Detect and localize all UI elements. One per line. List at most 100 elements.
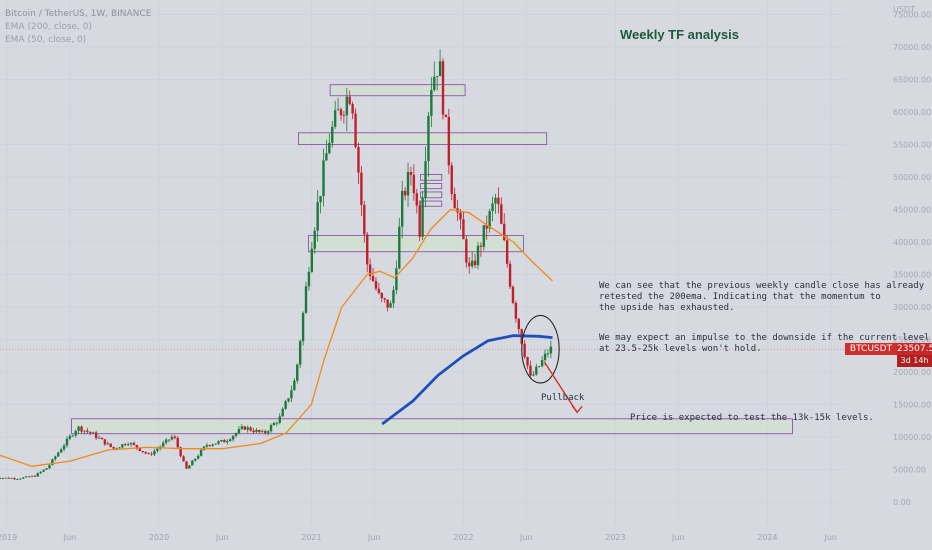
- candle-body[interactable]: [261, 431, 264, 432]
- candle-body[interactable]: [398, 226, 401, 269]
- candle-body[interactable]: [100, 437, 104, 440]
- candle-body[interactable]: [438, 61, 442, 77]
- candle-body[interactable]: [112, 446, 115, 449]
- candle-body[interactable]: [214, 443, 217, 445]
- candle-body[interactable]: [473, 260, 477, 266]
- candle-body[interactable]: [418, 205, 421, 237]
- candle-body[interactable]: [488, 211, 491, 229]
- candle-body[interactable]: [546, 353, 550, 355]
- candle-body[interactable]: [161, 442, 165, 447]
- candle-body[interactable]: [272, 422, 276, 426]
- candle-body[interactable]: [374, 281, 378, 289]
- candle-body[interactable]: [444, 114, 448, 117]
- candle-body[interactable]: [173, 436, 177, 438]
- candle-body[interactable]: [135, 444, 139, 449]
- candle-body[interactable]: [54, 456, 57, 460]
- candle-body[interactable]: [68, 435, 72, 439]
- candle-body[interactable]: [319, 196, 322, 203]
- candle-body[interactable]: [275, 422, 279, 424]
- candle-body[interactable]: [401, 190, 404, 227]
- candle-body[interactable]: [194, 458, 197, 461]
- candle-body[interactable]: [380, 292, 383, 299]
- candle-body[interactable]: [153, 450, 156, 455]
- candle-body[interactable]: [371, 276, 375, 282]
- candle-body[interactable]: [433, 76, 436, 90]
- candle-body[interactable]: [258, 429, 261, 432]
- support-resistance-zone[interactable]: [420, 183, 443, 190]
- candle-body[interactable]: [345, 96, 349, 116]
- candle-body[interactable]: [377, 288, 381, 293]
- candle-body[interactable]: [132, 443, 136, 445]
- candle-body[interactable]: [395, 268, 398, 291]
- candle-body[interactable]: [243, 426, 246, 430]
- candle-body[interactable]: [339, 109, 343, 116]
- candle-body[interactable]: [13, 478, 16, 480]
- candle-body[interactable]: [505, 240, 509, 264]
- candle-body[interactable]: [57, 452, 60, 457]
- candle-body[interactable]: [62, 445, 66, 450]
- candle-body[interactable]: [363, 204, 366, 235]
- candle-body[interactable]: [118, 447, 121, 449]
- candle-body[interactable]: [383, 298, 386, 300]
- candle-body[interactable]: [150, 453, 153, 455]
- candle-body[interactable]: [284, 401, 287, 409]
- candle-body[interactable]: [208, 445, 212, 446]
- candle-body[interactable]: [342, 115, 346, 117]
- candle-body[interactable]: [199, 449, 203, 456]
- candle-body[interactable]: [482, 225, 486, 247]
- candle-body[interactable]: [269, 425, 273, 432]
- candle-body[interactable]: [156, 448, 159, 451]
- candle-body[interactable]: [115, 448, 118, 450]
- candle-body[interactable]: [328, 142, 331, 154]
- candle-body[interactable]: [176, 437, 179, 448]
- candle-body[interactable]: [500, 204, 503, 224]
- candle-body[interactable]: [83, 430, 86, 432]
- candle-body[interactable]: [48, 464, 51, 469]
- candle-body[interactable]: [4, 477, 7, 479]
- candle-body[interactable]: [263, 431, 267, 433]
- candle-body[interactable]: [523, 343, 526, 358]
- support-resistance-zone[interactable]: [420, 191, 443, 199]
- candle-body[interactable]: [450, 165, 453, 194]
- candle-body[interactable]: [424, 161, 427, 198]
- ema-50-line[interactable]: [0, 208, 553, 467]
- candle-body[interactable]: [494, 197, 497, 204]
- candle-body[interactable]: [526, 357, 529, 366]
- candle-body[interactable]: [223, 439, 226, 443]
- candle-body[interactable]: [470, 260, 474, 267]
- candle-body[interactable]: [412, 174, 416, 194]
- candle-body[interactable]: [325, 153, 328, 161]
- support-resistance-zone[interactable]: [420, 173, 443, 181]
- candle-body[interactable]: [465, 239, 468, 263]
- candle-body[interactable]: [22, 477, 25, 479]
- candle-body[interactable]: [354, 113, 357, 147]
- candle-body[interactable]: [514, 302, 518, 319]
- candle-body[interactable]: [103, 439, 107, 445]
- candle-body[interactable]: [447, 116, 451, 166]
- candle-body[interactable]: [33, 475, 37, 477]
- candle-body[interactable]: [231, 435, 235, 440]
- candle-body[interactable]: [217, 441, 220, 444]
- candle-body[interactable]: [234, 433, 238, 436]
- candle-body[interactable]: [147, 453, 150, 455]
- candle-body[interactable]: [517, 318, 521, 330]
- candle-body[interactable]: [237, 428, 241, 434]
- candle-body[interactable]: [138, 448, 142, 452]
- candle-body[interactable]: [255, 429, 258, 433]
- candle-body[interactable]: [406, 172, 410, 196]
- candle-body[interactable]: [540, 360, 544, 367]
- candle-body[interactable]: [51, 459, 54, 465]
- candle-body[interactable]: [549, 346, 553, 354]
- candle-body[interactable]: [287, 398, 290, 402]
- candle-body[interactable]: [19, 478, 22, 480]
- candle-body[interactable]: [430, 89, 433, 116]
- candle-body[interactable]: [196, 455, 200, 459]
- candle-body[interactable]: [92, 432, 95, 434]
- candle-body[interactable]: [298, 341, 302, 365]
- time-axis[interactable]: [0, 526, 932, 550]
- candle-body[interactable]: [386, 299, 389, 308]
- candle-body[interactable]: [532, 374, 535, 376]
- candle-body[interactable]: [226, 441, 229, 443]
- candle-body[interactable]: [336, 109, 340, 111]
